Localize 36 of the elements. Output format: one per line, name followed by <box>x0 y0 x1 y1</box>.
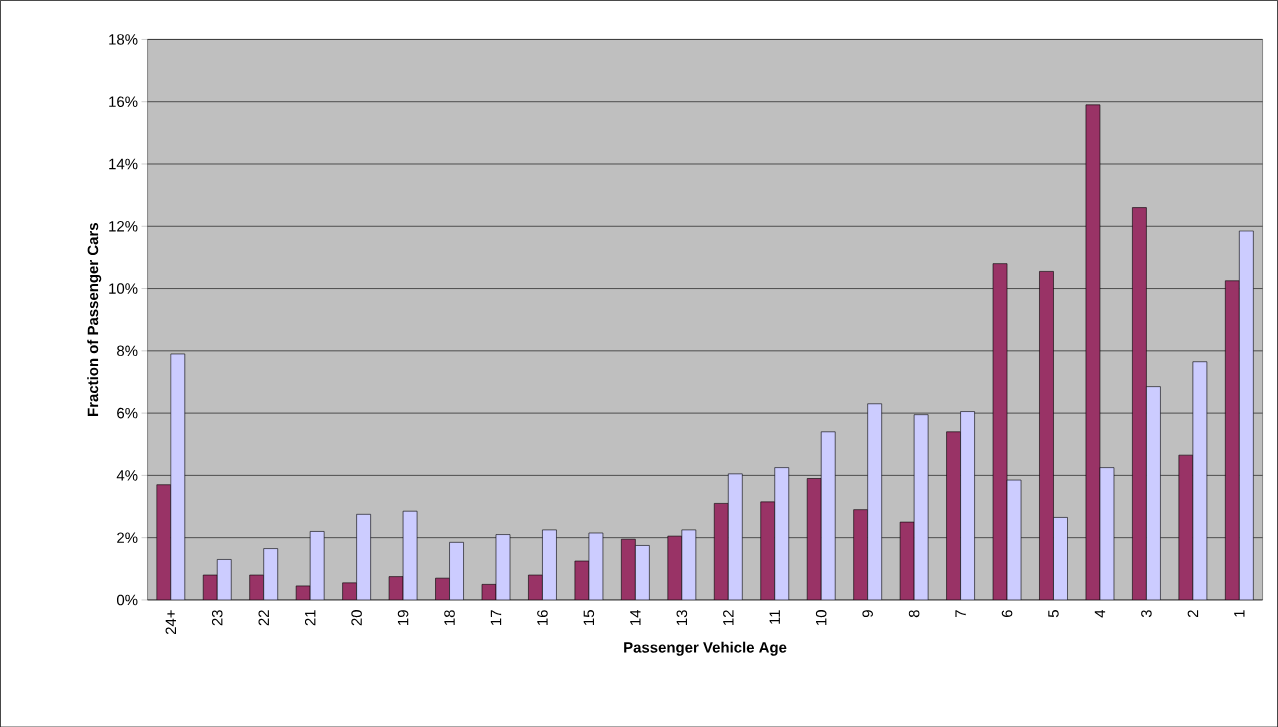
x-tick-label: 1 <box>1234 609 1245 617</box>
x-tick-label: 18 <box>444 609 455 625</box>
x-tick-label: 10 <box>815 609 827 625</box>
x-tick-label: 3 <box>1141 609 1152 617</box>
y-tick-label: 4% <box>116 469 138 481</box>
x-tick-label: 13 <box>676 609 688 625</box>
y-tick-label: 12% <box>109 220 138 232</box>
x-tick-label: 7 <box>955 609 966 617</box>
x-tick-label: 22 <box>258 610 269 626</box>
y-tick-label: 8% <box>117 345 138 356</box>
x-tick-label: 19 <box>397 609 409 625</box>
y-axis-title: Fraction of Passenger Cars <box>87 222 102 416</box>
x-tick-label: 17 <box>490 610 502 625</box>
x-tick-label: 24+ <box>165 609 176 634</box>
x-tick-label: 11 <box>769 609 780 624</box>
x-tick-label: 21 <box>304 609 316 626</box>
y-tick-label: 16% <box>109 96 138 107</box>
x-tick-label: 16 <box>537 609 548 625</box>
y-tick-label: 10% <box>109 283 138 294</box>
y-tick-label: 2% <box>117 532 138 543</box>
x-tick-label: 20 <box>351 609 362 626</box>
x-axis-title: Passenger Vehicle Age <box>624 641 787 656</box>
y-tick-label: 6% <box>117 407 138 419</box>
x-tick-label: 6 <box>1001 609 1013 617</box>
y-tick-label: 0% <box>116 594 138 606</box>
x-tick-label: 23 <box>211 609 223 626</box>
x-tick-label: 14 <box>630 609 641 625</box>
x-tick-label: 2 <box>1187 609 1199 617</box>
x-tick-label: 4 <box>1094 609 1106 618</box>
x-tick-label: 5 <box>1048 609 1059 617</box>
x-tick-label: 12 <box>723 610 734 625</box>
x-tick-label: 8 <box>908 609 920 617</box>
x-tick-label: 15 <box>583 609 595 625</box>
x-tick-label: 9 <box>862 609 873 617</box>
y-tick-label: 18% <box>109 33 138 45</box>
y-tick-label: 14% <box>109 158 138 169</box>
